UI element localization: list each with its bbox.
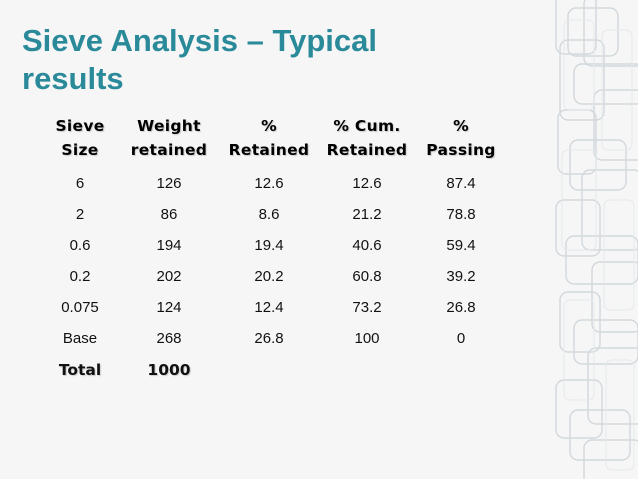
cell-weight-retained: 124 [156,299,182,316]
header-percent-retained: % Retained [228,117,310,159]
cell-weight-retained: 86 [160,206,178,223]
cell-weight-retained: 194 [156,237,182,254]
title-line-2: results [22,61,124,96]
cell-percent-passing: 78.8 [446,206,476,223]
table-row: 2 86 8.6 21.2 78.8 [44,199,504,230]
cell-cumulative-retained: 73.2 [352,299,382,316]
cell-percent-passing: 26.8 [446,299,476,316]
cell-weight-retained: 202 [156,268,182,285]
table-row: 0.2 202 20.2 60.8 39.2 [44,261,504,292]
cell-percent-passing: 0 [456,330,466,347]
header-sieve-size: Sieve Size [55,117,105,159]
cell-cumulative-retained: 60.8 [352,268,382,285]
table-total-row: Total 1000 [44,354,504,385]
table-header-row: Sieve Size Weight retained % Retained % Cum… [44,114,504,168]
table-row: 6 126 12.6 12.6 87.4 [44,168,504,199]
cell-total-weight: 1000 [147,360,191,379]
cell-total-label: Total [58,360,102,379]
header-percent-passing: % Passing [426,117,496,159]
cell-percent-retained: 26.8 [254,330,284,347]
cell-cumulative-retained: 12.6 [352,175,382,192]
cell-percent-passing: 39.2 [446,268,476,285]
table-row: 0.075 124 12.4 73.2 26.8 [44,292,504,323]
header-cumulative-retained: % Cum. Retained [326,117,408,159]
cell-cumulative-retained: 21.2 [352,206,382,223]
cell-percent-retained: 20.2 [254,268,284,285]
cell-sieve-size: 2 [75,206,85,223]
table-row: 0.6 194 19.4 40.6 59.4 [44,230,504,261]
cell-sieve-size: 0.6 [69,237,91,254]
title-line-1: Sieve Analysis – Typical [22,23,377,58]
cell-percent-retained: 8.6 [258,206,280,223]
cell-total-empty [222,354,316,385]
cell-cumulative-retained: 40.6 [352,237,382,254]
cell-percent-retained: 12.6 [254,175,284,192]
cell-percent-retained: 19.4 [254,237,284,254]
cell-percent-passing: 87.4 [446,175,476,192]
cell-sieve-size: 0.2 [69,268,91,285]
cell-sieve-size: Base [62,330,98,347]
cell-cumulative-retained: 100 [354,330,380,347]
cell-sieve-size: 6 [75,175,85,192]
sieve-analysis-table: Sieve Size Weight retained % Retained % Cum… [44,114,504,385]
cell-weight-retained: 126 [156,175,182,192]
decorative-line-pattern [555,0,638,479]
cell-total-empty [316,354,418,385]
cell-sieve-size: 0.075 [61,299,99,316]
cell-total-empty [418,354,504,385]
header-weight-retained: Weight retained [130,117,208,159]
cell-weight-retained: 268 [156,330,182,347]
slide-title: Sieve Analysis – Typical results [22,22,522,98]
cell-percent-retained: 12.4 [254,299,284,316]
table-row: Base 268 26.8 100 0 [44,323,504,354]
cell-percent-passing: 59.4 [446,237,476,254]
